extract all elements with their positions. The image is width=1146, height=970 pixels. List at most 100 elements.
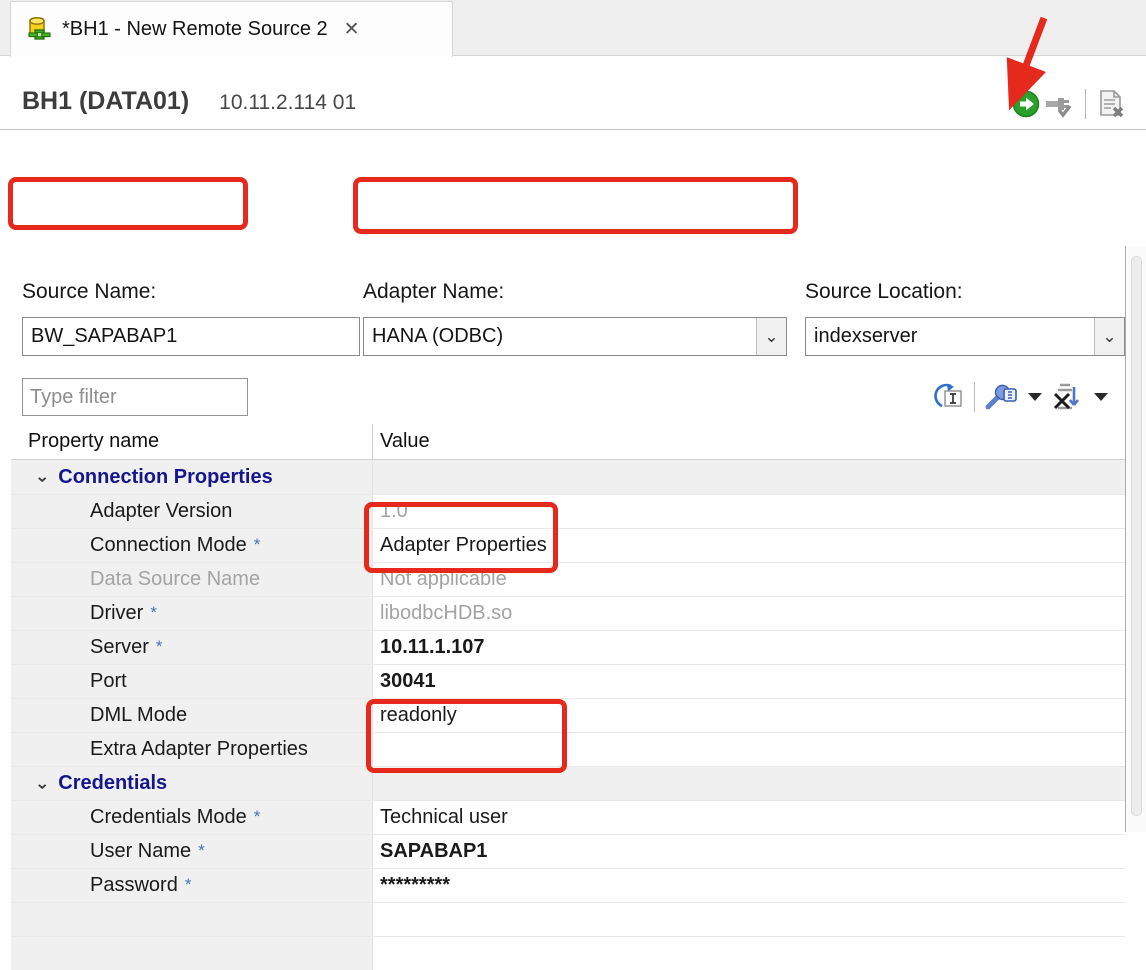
toolbar-separator bbox=[1085, 89, 1086, 119]
required-asterisk: * bbox=[253, 534, 261, 554]
source-location-label: Source Location: bbox=[805, 280, 963, 303]
table-row[interactable]: Adapter Version 1.0 bbox=[11, 494, 1125, 528]
property-value-cell bbox=[372, 767, 1125, 800]
properties-table: Property name Value ⌄ Connection Properti… bbox=[11, 424, 1125, 970]
property-name: Driver bbox=[90, 602, 144, 624]
table-row[interactable]: Credentials Mode * Technical user bbox=[11, 800, 1125, 834]
chevron-down-icon[interactable]: ⌄ bbox=[756, 318, 786, 355]
vertical-scrollbar[interactable] bbox=[1125, 246, 1146, 832]
property-value-cell[interactable]: 30041 bbox=[372, 665, 1125, 698]
property-value-cell[interactable]: Not applicable bbox=[372, 563, 1125, 596]
property-name: Connection Mode bbox=[90, 534, 247, 556]
table-row[interactable]: Driver * libodbcHDB.so bbox=[11, 596, 1125, 630]
category-name: Credentials bbox=[58, 772, 168, 794]
property-name-cell: Credentials Mode * bbox=[11, 801, 372, 834]
property-value-cell bbox=[372, 903, 1125, 936]
delete-icon[interactable] bbox=[1094, 87, 1128, 121]
tab-title: *BH1 - New Remote Source 2 bbox=[62, 18, 328, 40]
property-value-cell[interactable]: 10.11.1.107 bbox=[372, 631, 1125, 664]
menu-dropdown-icon[interactable] bbox=[1028, 393, 1042, 401]
execute-icon[interactable] bbox=[1009, 87, 1043, 121]
property-name-cell bbox=[11, 903, 372, 936]
required-asterisk: * bbox=[150, 602, 157, 622]
property-name-cell: Data Source Name bbox=[11, 563, 372, 596]
adapter-name-label: Adapter Name: bbox=[363, 280, 505, 303]
source-location-combo[interactable]: indexserver ⌄ bbox=[805, 317, 1125, 356]
tab-remote-source[interactable]: *BH1 - New Remote Source 2 ✕ bbox=[10, 1, 453, 57]
table-row bbox=[11, 936, 1125, 970]
system-address: 10.11.2.114 01 bbox=[219, 91, 357, 114]
property-name: Data Source Name bbox=[90, 568, 261, 590]
scrollbar-thumb[interactable] bbox=[1131, 256, 1142, 816]
property-value: Adapter Properties bbox=[380, 534, 547, 556]
property-name-cell: ⌄ Credentials bbox=[11, 767, 372, 800]
test-connection-icon[interactable] bbox=[1043, 87, 1077, 121]
property-value-cell[interactable]: 1.0 bbox=[372, 495, 1125, 528]
table-row bbox=[11, 902, 1125, 936]
toolbar-separator bbox=[974, 382, 975, 412]
source-location-value: indexserver bbox=[814, 325, 918, 347]
property-name-cell: ⌄ Connection Properties bbox=[11, 460, 372, 494]
property-name: DML Mode bbox=[90, 704, 188, 726]
property-value-cell bbox=[372, 937, 1125, 970]
property-name: Adapter Version bbox=[90, 500, 233, 522]
filter-placeholder: Type filter bbox=[30, 385, 117, 408]
configure-properties-icon[interactable] bbox=[984, 380, 1018, 414]
property-value-cell[interactable]: Adapter Properties bbox=[372, 529, 1125, 562]
chevron-down-icon[interactable]: ⌄ bbox=[1094, 318, 1124, 355]
property-name-cell: Port bbox=[11, 665, 372, 698]
property-value-cell[interactable]: SAPABAP1 bbox=[372, 835, 1125, 868]
property-filter-input[interactable]: Type filter bbox=[22, 378, 248, 416]
property-name-cell bbox=[11, 937, 372, 970]
property-value-cell[interactable]: readonly bbox=[372, 699, 1125, 732]
adapter-name-value: HANA (ODBC) bbox=[372, 325, 504, 347]
required-asterisk: * bbox=[198, 840, 205, 860]
editor-tab-strip: *BH1 - New Remote Source 2 ✕ bbox=[0, 0, 1146, 57]
property-name-cell: Extra Adapter Properties bbox=[11, 733, 372, 766]
table-header-row: Property name Value bbox=[11, 424, 1125, 460]
editor-body: Source Name: Adapter Name: Source Locati… bbox=[0, 130, 1146, 970]
property-value: SAPABAP1 bbox=[380, 840, 488, 862]
property-value: Technical user bbox=[380, 806, 508, 828]
table-row[interactable]: Extra Adapter Properties bbox=[11, 732, 1125, 766]
tab-close-icon[interactable]: ✕ bbox=[343, 19, 360, 40]
editor-header: BH1 (DATA01) 10.11.2.114 01 bbox=[0, 57, 1146, 130]
property-name-cell: Adapter Version bbox=[11, 495, 372, 528]
property-name-cell: Server * bbox=[11, 631, 372, 664]
source-name-value: BW_SAPABAP1 bbox=[31, 325, 178, 347]
column-header-property[interactable]: Property name bbox=[28, 430, 160, 452]
property-value-cell[interactable]: ********* bbox=[372, 869, 1125, 902]
property-name: User Name bbox=[90, 840, 192, 862]
category-row[interactable]: ⌄ Credentials bbox=[11, 766, 1125, 800]
property-name-cell: Connection Mode * bbox=[11, 529, 372, 562]
table-row[interactable]: User Name * SAPABAP1 bbox=[11, 834, 1125, 868]
property-value-cell[interactable]: libodbcHDB.so bbox=[372, 597, 1125, 630]
property-name: Server bbox=[90, 636, 149, 658]
property-name: Extra Adapter Properties bbox=[90, 738, 308, 760]
table-row[interactable]: Connection Mode * Adapter Properties bbox=[11, 528, 1125, 562]
property-value: 1.0 bbox=[380, 500, 408, 522]
required-asterisk: * bbox=[155, 636, 163, 656]
expander-chevron-icon[interactable]: ⌄ bbox=[35, 774, 50, 792]
property-value-cell[interactable] bbox=[372, 733, 1125, 766]
sort-disabled-icon[interactable] bbox=[1050, 380, 1084, 414]
table-row[interactable]: Password * ********* bbox=[11, 868, 1125, 902]
expander-chevron-icon[interactable]: ⌄ bbox=[35, 468, 50, 486]
table-row[interactable]: Data Source Name Not applicable bbox=[11, 562, 1125, 596]
property-value: readonly bbox=[380, 704, 457, 726]
table-row[interactable]: DML Mode readonly bbox=[11, 698, 1125, 732]
source-name-input[interactable]: BW_SAPABAP1 bbox=[22, 317, 360, 356]
property-name-cell: Driver * bbox=[11, 597, 372, 630]
column-header-value[interactable]: Value bbox=[372, 424, 1125, 459]
source-name-label: Source Name: bbox=[22, 280, 157, 303]
property-name: Password bbox=[90, 874, 178, 896]
table-row[interactable]: Port 30041 bbox=[11, 664, 1125, 698]
page-title: BH1 (DATA01) bbox=[22, 87, 190, 115]
restore-default-icon[interactable] bbox=[931, 380, 965, 414]
property-value-cell[interactable]: Technical user bbox=[372, 801, 1125, 834]
table-row[interactable]: Server * 10.11.1.107 bbox=[11, 630, 1125, 664]
category-row[interactable]: ⌄ Connection Properties bbox=[11, 460, 1125, 494]
adapter-name-combo[interactable]: HANA (ODBC) ⌄ bbox=[363, 317, 787, 356]
required-asterisk: * bbox=[184, 874, 192, 894]
menu-dropdown-icon[interactable] bbox=[1094, 393, 1108, 401]
